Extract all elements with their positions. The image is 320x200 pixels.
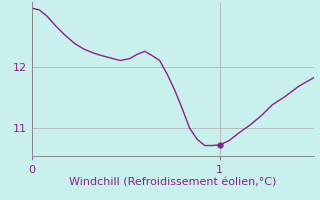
X-axis label: Windchill (Refroidissement éolien,°C): Windchill (Refroidissement éolien,°C)	[69, 178, 276, 188]
